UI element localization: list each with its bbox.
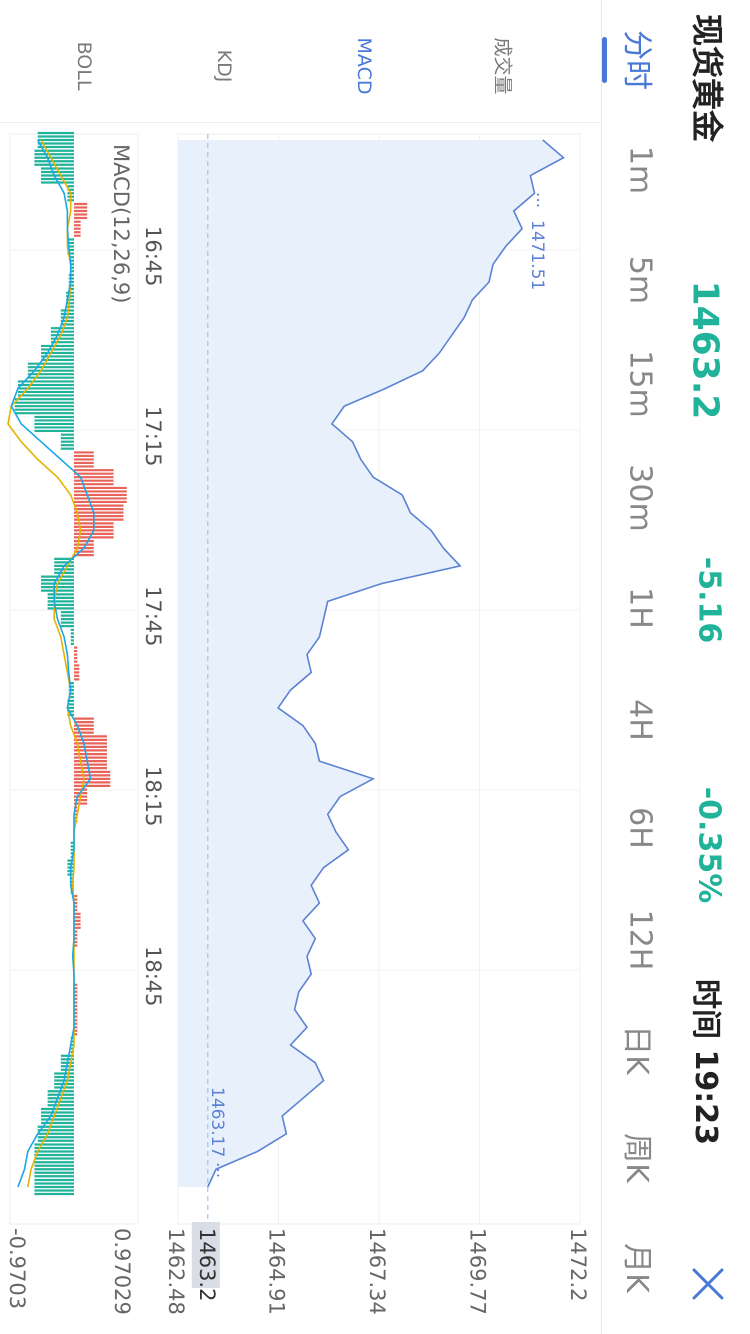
period-tab-30m[interactable]: 30m: [622, 464, 658, 532]
period-tab-6h[interactable]: 6H: [622, 807, 658, 849]
period-tab-month[interactable]: 月K: [619, 1243, 654, 1293]
macd-axis-max: 0.97029: [110, 1228, 134, 1315]
price-change-percent: -0.35%: [691, 786, 727, 904]
current-price-tag: [191, 1222, 220, 1288]
indicator-tabs: 成交量 MACD KDJ BOLL: [0, 0, 600, 123]
time-axis-label: 17:45: [141, 586, 165, 647]
period-tab-4h[interactable]: 4H: [622, 699, 658, 741]
high-annotation-marker: ···: [527, 192, 547, 208]
macd-dif-line: [10, 139, 95, 1188]
price-change: -5.16: [691, 556, 727, 644]
tab-macd[interactable]: MACD: [353, 37, 375, 95]
close-icon[interactable]: [690, 1266, 726, 1302]
price-axis-label: 1462.48: [164, 1228, 188, 1315]
price-axis-label: 1467.34: [365, 1228, 389, 1315]
active-period-marker: [602, 37, 607, 83]
period-tab-15m[interactable]: 15m: [622, 350, 658, 418]
period-tab-day[interactable]: 日K: [619, 1025, 654, 1075]
price-area-fill: [178, 140, 564, 1187]
macd-axis-min: -0.9703: [5, 1228, 29, 1309]
high-annotation: 1471.51: [527, 220, 547, 290]
last-price: 1463.2: [684, 280, 726, 420]
macd-label: MACD(12,26,9): [109, 144, 133, 304]
price-axis-label: 1469.77: [466, 1228, 490, 1315]
quote-header: 现货黄金 1463.2 -5.16 -0.35% 时间 19:23 分时 1m …: [601, 0, 750, 1334]
tab-kdj[interactable]: KDJ: [213, 49, 235, 83]
period-tab-1m[interactable]: 1m: [622, 145, 658, 195]
time-axis-label: 18:15: [141, 766, 165, 827]
tab-boll[interactable]: BOLL: [73, 41, 95, 91]
price-line: [207, 139, 565, 1188]
period-tab-12h[interactable]: 12H: [622, 909, 658, 971]
low-annotation-marker: ···: [207, 1162, 227, 1178]
period-tab-5m[interactable]: 5m: [622, 255, 658, 305]
current-price-tag-label: 1463.2: [195, 1228, 219, 1301]
quote-time: 时间 19:23: [688, 979, 723, 1145]
price-axis-label: 1464.91: [265, 1228, 289, 1315]
low-annotation: 1463.17: [207, 1087, 227, 1157]
instrument-title: 现货黄金: [688, 13, 726, 143]
time-axis-label: 16:45: [141, 226, 165, 287]
time-axis-label: 17:15: [141, 406, 165, 467]
period-tab-1h[interactable]: 1H: [622, 587, 658, 629]
price-chart[interactable]: 1471.51 ··· 1463.17 ··· 1472.2 1469.77 1467.34…: [0, 122, 600, 1334]
period-tab-week[interactable]: 周K: [619, 1133, 654, 1183]
price-axis-label: 1472.2: [566, 1228, 590, 1301]
tab-volume[interactable]: 成交量: [491, 37, 514, 95]
time-axis-label: 18:45: [141, 946, 165, 1007]
period-tab-fenshi[interactable]: 分时: [619, 30, 654, 90]
